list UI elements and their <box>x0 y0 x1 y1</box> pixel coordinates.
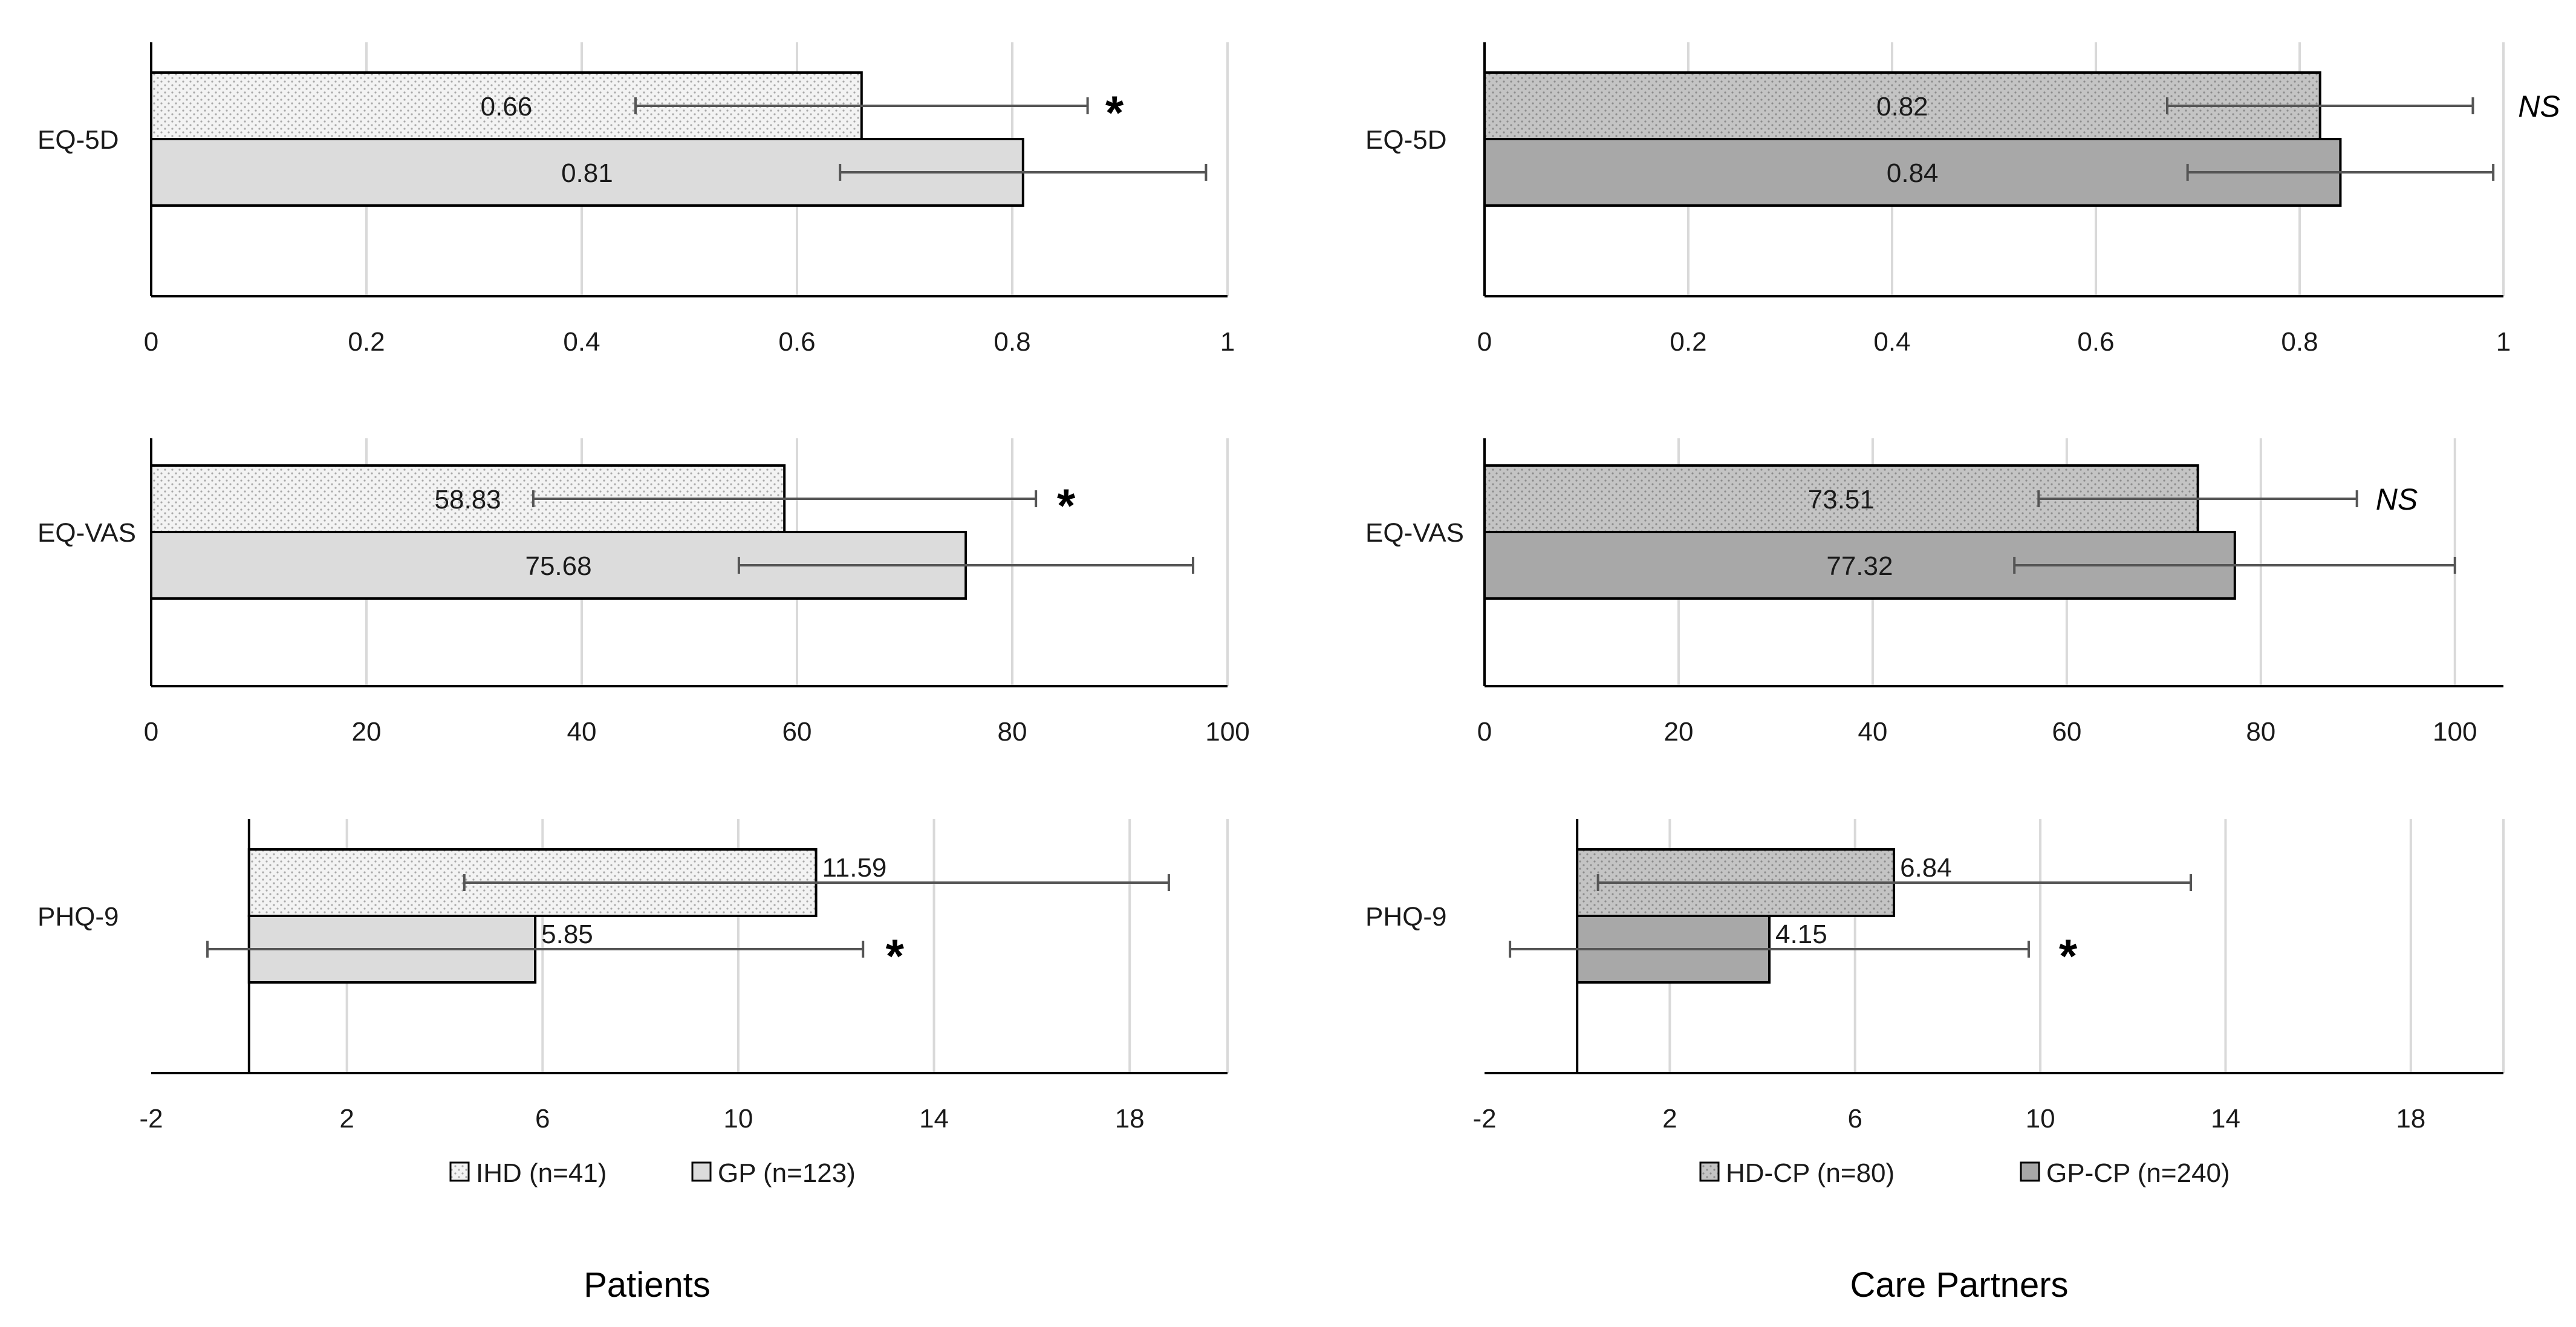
x-tick-label: 14 <box>2211 1104 2240 1134</box>
x-tick-label: 40 <box>567 717 597 747</box>
x-tick-label: 6 <box>535 1104 550 1134</box>
bar-data-label: 0.66 <box>481 92 533 122</box>
x-tick-label: 0.4 <box>563 327 600 357</box>
chart-panel-0-1: 0 20 40 60 80 100 58.83 75.68 EQ-VAS * <box>37 438 1250 747</box>
category-label: PHQ-9 <box>1365 902 1446 932</box>
x-tick-label: 100 <box>1205 717 1249 747</box>
x-tick-label: 0.6 <box>778 327 815 357</box>
chart-panel-0-2: -2 2 6 10 14 18 11.59 5.85 PHQ-9 * <box>37 819 1229 1134</box>
significance-star: * <box>1105 86 1124 139</box>
x-tick-label: 1 <box>1220 327 1235 357</box>
column-title: Care Partners <box>1850 1265 2068 1305</box>
legend-1: HD-CP (n=80) GP-CP (n=240) <box>1699 1158 2230 1188</box>
x-tick-label: -2 <box>139 1104 163 1134</box>
significance-star: * <box>1057 479 1076 532</box>
bar-data-label: 73.51 <box>1808 485 1875 514</box>
x-tick-label: 2 <box>339 1104 354 1134</box>
bar-data-label: 6.84 <box>1900 853 1952 883</box>
chart-panel-1-0: 0 0.2 0.4 0.6 0.8 1 0.82 0.84 EQ-5D NS <box>1365 42 2560 357</box>
legend-swatch <box>1699 1161 1720 1182</box>
x-tick-label: 0.4 <box>1873 327 1910 357</box>
significance-ns: NS <box>2518 89 2560 123</box>
x-tick-label: 0.8 <box>2281 327 2318 357</box>
significance-star: * <box>886 929 905 982</box>
x-tick-label: 0 <box>144 327 158 357</box>
category-label: EQ-5D <box>37 125 119 155</box>
x-tick-label: 40 <box>1858 717 1887 747</box>
x-tick-label: 60 <box>2052 717 2081 747</box>
x-tick-label: 2 <box>1662 1104 1677 1134</box>
legend-0: IHD (n=41) GP (n=123) <box>449 1158 856 1188</box>
x-tick-label: 0.2 <box>1670 327 1706 357</box>
x-tick-label: 18 <box>2396 1104 2425 1134</box>
significance-ns: NS <box>2376 482 2418 516</box>
bar-data-label: 75.68 <box>525 551 591 581</box>
category-label: EQ-VAS <box>1365 518 1464 548</box>
bar-data-label: 11.59 <box>822 853 887 883</box>
x-tick-label: 0.8 <box>994 327 1030 357</box>
legend-label: GP (n=123) <box>718 1158 856 1188</box>
significance-star: * <box>2059 929 2078 982</box>
legend-swatch <box>449 1161 470 1182</box>
x-tick-label: 20 <box>352 717 382 747</box>
chart-panel-1-2: -2 2 6 10 14 18 6.84 4.15 PHQ-9 * <box>1365 819 2505 1134</box>
legend-swatch <box>2020 1161 2040 1182</box>
chart-panel-1-1: 0 20 40 60 80 100 73.51 77.32 EQ-VAS NS <box>1365 438 2503 747</box>
x-tick-label: 80 <box>998 717 1027 747</box>
x-tick-label: 0 <box>1477 327 1492 357</box>
column-title: Patients <box>584 1265 711 1305</box>
x-tick-label: 100 <box>2433 717 2477 747</box>
x-tick-label: 20 <box>1664 717 1693 747</box>
bar-data-label: 0.84 <box>1887 158 1939 188</box>
x-tick-label: 14 <box>919 1104 949 1134</box>
bar-data-label: 0.81 <box>561 158 613 188</box>
bar-data-label: 0.82 <box>1876 92 1928 122</box>
x-tick-label: 18 <box>1115 1104 1145 1134</box>
x-tick-label: 60 <box>782 717 812 747</box>
x-tick-label: 6 <box>1847 1104 1862 1134</box>
x-tick-label: 10 <box>2026 1104 2055 1134</box>
legend-label: GP-CP (n=240) <box>2046 1158 2230 1188</box>
x-tick-label: 80 <box>2246 717 2275 747</box>
x-tick-label: -2 <box>1472 1104 1496 1134</box>
x-tick-label: 0 <box>1477 717 1492 747</box>
x-tick-label: 0.2 <box>348 327 385 357</box>
bar-data-label: 4.15 <box>1775 920 1827 949</box>
x-tick-label: 0.6 <box>2077 327 2114 357</box>
x-tick-label: 0 <box>144 717 158 747</box>
bar-data-label: 58.83 <box>435 485 501 514</box>
legend-swatch <box>691 1161 712 1182</box>
legend-label: IHD (n=41) <box>476 1158 607 1188</box>
bar-data-label: 5.85 <box>541 920 593 949</box>
x-tick-label: 10 <box>723 1104 753 1134</box>
x-tick-label: 1 <box>2496 327 2511 357</box>
category-label: PHQ-9 <box>37 902 119 932</box>
bar-data-label: 77.32 <box>1826 551 1893 581</box>
category-label: EQ-VAS <box>37 518 136 548</box>
category-label: EQ-5D <box>1365 125 1446 155</box>
legend-label: HD-CP (n=80) <box>1726 1158 1895 1188</box>
